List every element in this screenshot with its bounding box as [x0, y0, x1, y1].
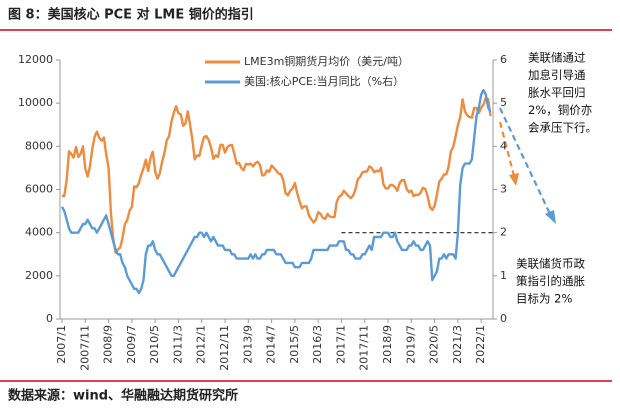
series-line: [62, 96, 492, 254]
annotation-line: 2%，铜价亦: [528, 103, 592, 117]
annotation-line: 加息引导通: [528, 68, 586, 82]
annotation-line: 胀水平回归: [528, 86, 586, 100]
copper-arrowhead: [509, 173, 519, 186]
y-tick-label: 2000: [25, 269, 53, 282]
pce-arrowhead: [545, 210, 556, 224]
annotation-line: 美联储货币政: [516, 257, 585, 271]
x-tick-label: 2019/7: [404, 325, 417, 364]
y2-tick-label: 5: [500, 96, 507, 109]
y2-tick-label: 0: [500, 312, 507, 325]
y2-tick-label: 3: [500, 183, 507, 196]
projection-arrows: [498, 107, 556, 224]
y-tick-label: 8000: [25, 139, 53, 152]
y2-tick-label: 1: [500, 269, 507, 282]
x-tick-label: 2012/1: [195, 325, 208, 364]
x-tick-label: 2021/3: [451, 325, 464, 364]
x-tick-label: 2011/3: [171, 325, 184, 364]
x-tick-label: 2018/9: [381, 325, 394, 364]
x-tick-label: 2017/1: [334, 325, 347, 364]
x-tick-label: 2017/11: [358, 325, 371, 371]
x-tick-label: 2015/5: [288, 325, 301, 364]
x-tick-label: 2007/11: [78, 325, 91, 371]
annotation-line: 目标为 2%: [516, 292, 572, 306]
y2-tick-label: 4: [500, 139, 507, 152]
chart-title: 图 8：美国核心 PCE 对 LME 铜价的指引: [8, 7, 254, 23]
x-tick-label: 2013/9: [241, 325, 254, 364]
series-line: [60, 89, 492, 295]
y-tick-label: 10000: [18, 96, 53, 109]
x-tick-label: 2014/7: [265, 325, 278, 364]
y-tick-label: 12000: [18, 53, 53, 66]
x-tick-label: 2022/1: [474, 325, 487, 364]
x-tick-label: 2020/5: [428, 325, 441, 364]
x-tick-label: 2007/1: [55, 325, 68, 364]
y2-tick-label: 6: [500, 53, 507, 66]
annotation-line: 会承压下行。: [528, 121, 597, 135]
y2-tick-label: 2: [500, 226, 507, 239]
x-tick-label: 2016/3: [311, 325, 324, 364]
y-tick-label: 0: [46, 312, 53, 325]
x-tick-label: 2010/5: [148, 325, 161, 364]
annotation-line: 策指引的通胀: [516, 274, 585, 288]
legend-label: LME3m铜期货月均价（美元/吨）: [244, 54, 409, 68]
x-tick-label: 2008/9: [102, 325, 115, 364]
x-tick-label: 2009/7: [125, 325, 138, 364]
annotation-line: 美联储通过: [528, 51, 586, 65]
source-note: 数据来源：wind、华融融达期货研究所: [8, 388, 238, 404]
y-tick-label: 6000: [25, 183, 53, 196]
x-tick-label: 2012/11: [218, 325, 231, 371]
legend-label: 美国:核心PCE:当月同比（%右）: [244, 74, 404, 88]
y-tick-label: 4000: [25, 226, 53, 239]
